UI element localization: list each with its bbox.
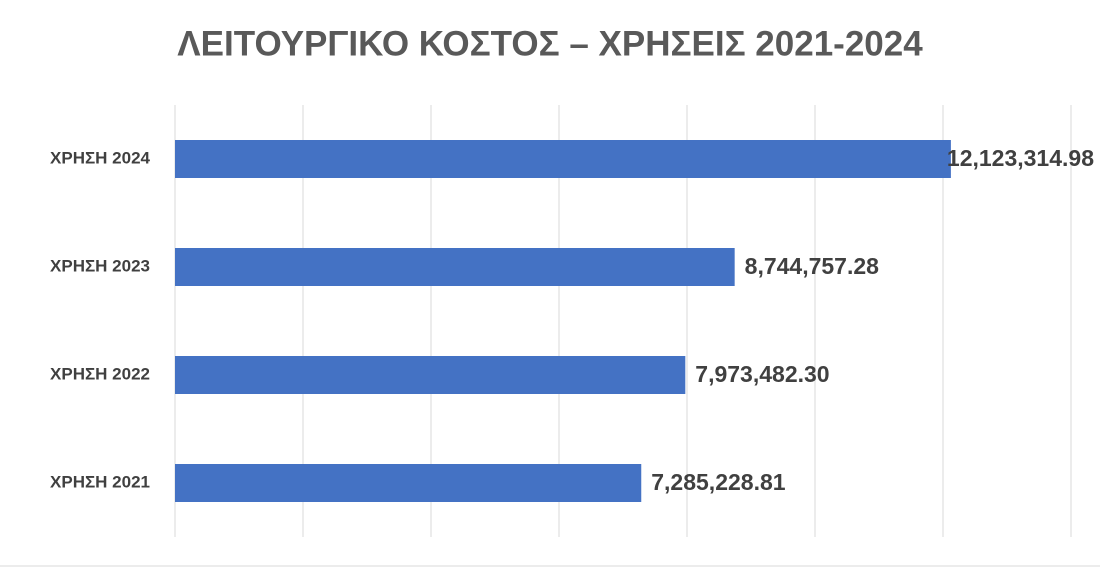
bar — [175, 356, 686, 394]
chart-title: ΛΕΙΤΟΥΡΓΙΚΟ ΚΟΣΤΟΣ – ΧΡΗΣΕΙΣ 2021-2024 — [177, 24, 923, 63]
data-label: 12,123,314.98 — [947, 145, 1094, 171]
y-tick-label: ΧΡΗΣΗ 2021 — [50, 472, 150, 491]
data-label: 7,973,482.30 — [695, 361, 829, 387]
y-tick-label: ΧΡΗΣΗ 2022 — [50, 364, 150, 383]
bar — [175, 464, 642, 502]
data-label: 7,285,228.81 — [651, 469, 786, 495]
data-label: 8,744,757.28 — [745, 253, 880, 279]
bar — [175, 248, 735, 286]
bar — [175, 140, 951, 178]
y-tick-label: ΧΡΗΣΗ 2024 — [50, 148, 151, 167]
y-tick-label: ΧΡΗΣΗ 2023 — [50, 256, 150, 275]
